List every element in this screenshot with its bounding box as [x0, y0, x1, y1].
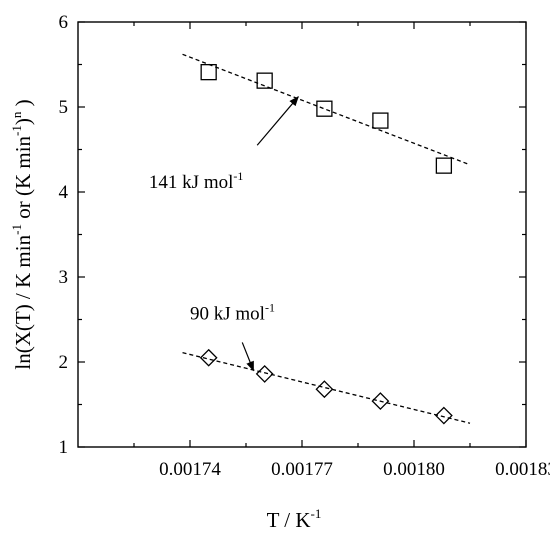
- fit-line: [182, 352, 471, 424]
- annotation-superscript: -1: [233, 169, 243, 183]
- annotation-arrow: [241, 342, 255, 372]
- x-tick-label: 0.00177: [271, 459, 333, 480]
- activation-energy-label: 141 kJ mol-1: [149, 169, 243, 193]
- y-axis-title-part: ln(X(T) / K min: [11, 234, 35, 369]
- diamond-marker: [199, 348, 218, 367]
- annotation-main: 90 kJ mol: [190, 304, 265, 325]
- y-axis-title-superscript: -1: [9, 125, 24, 136]
- y-tick-label: 3: [59, 267, 69, 288]
- square-marker: [200, 64, 217, 81]
- annotation-arrow: [256, 96, 299, 146]
- annotation-superscript: -1: [265, 301, 275, 315]
- x-tick-label: 0.00183: [495, 459, 550, 480]
- diamond-marker: [315, 380, 334, 399]
- activation-energy-label: 90 kJ mol-1: [190, 301, 275, 325]
- y-axis-title-part: ): [11, 118, 35, 125]
- y-axis-title: ln(X(T) / K min-1 or (K min-1)n ): [9, 99, 35, 369]
- x-axis-title: T / K-1: [267, 506, 322, 532]
- y-axis-title-superscript: n: [9, 111, 24, 118]
- data-markers: [199, 64, 453, 425]
- x-tick-label: 0.00180: [383, 459, 445, 480]
- diamond-marker: [371, 392, 390, 411]
- square-marker: [256, 72, 273, 89]
- square-marker: [372, 112, 389, 129]
- diamond-marker: [434, 406, 453, 425]
- y-axis-title-part: or (K min: [11, 135, 35, 224]
- y-tick-label: 5: [59, 97, 69, 118]
- y-tick-label: 2: [59, 352, 69, 373]
- plot-border: [77, 21, 527, 448]
- axis-ticks: 0.00174 0.00177 0.00180 0.00183 1 2 3 4 5 6: [59, 12, 550, 480]
- diamond-marker: [255, 364, 274, 383]
- plot-frame: [77, 21, 527, 448]
- square-marker: [316, 100, 333, 117]
- y-axis-title-part: ): [11, 99, 35, 111]
- fit-lines: [182, 53, 471, 424]
- square-marker: [435, 157, 453, 174]
- y-axis-title-superscript: -1: [9, 224, 24, 235]
- x-axis-title-superscript: -1: [311, 506, 322, 521]
- x-axis-title-main: T / K: [267, 508, 311, 532]
- annotations: 141 kJ mol-190 kJ mol-1: [149, 96, 299, 372]
- fit-line: [182, 53, 471, 166]
- x-tick-label: 0.00174: [159, 459, 221, 480]
- y-tick-label: 6: [59, 12, 69, 33]
- y-tick-label: 1: [59, 437, 69, 458]
- y-tick-label: 4: [59, 182, 69, 203]
- annotation-main: 141 kJ mol: [149, 172, 233, 193]
